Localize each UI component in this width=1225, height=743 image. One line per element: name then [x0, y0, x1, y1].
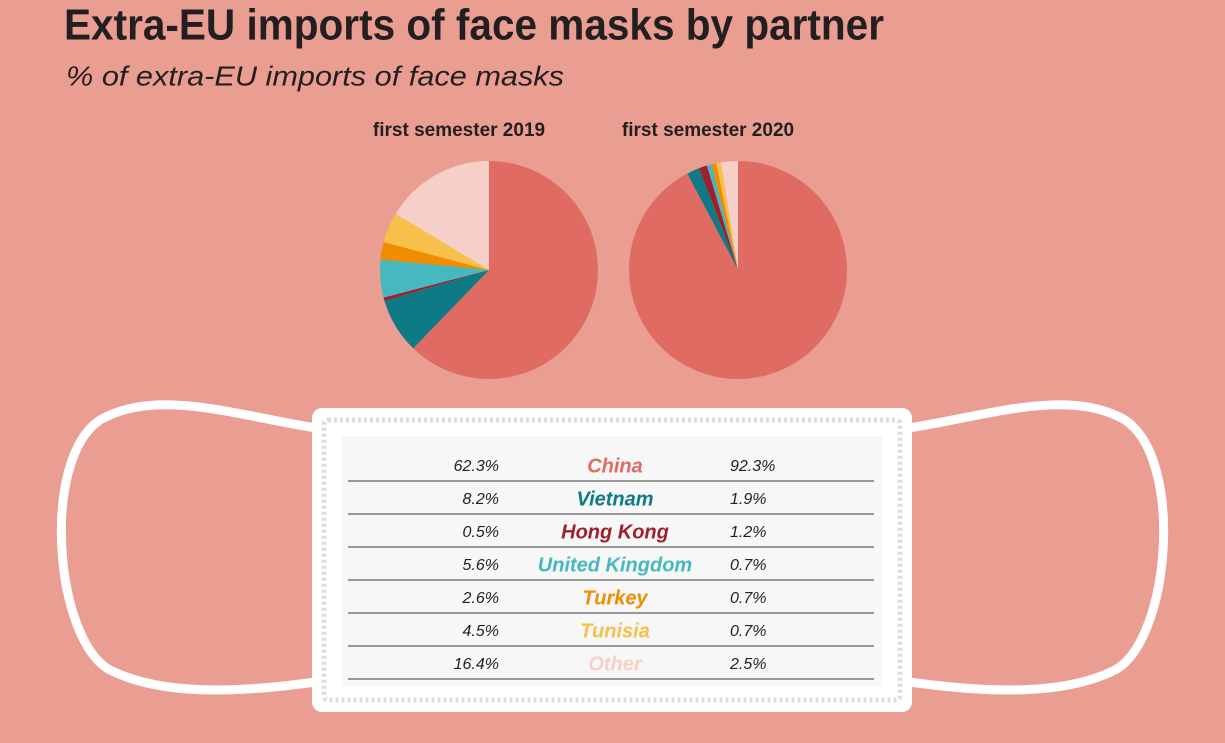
mask-panel — [342, 436, 882, 686]
value-label: 0.5% — [463, 524, 499, 541]
category-label: Hong Kong — [561, 521, 669, 543]
value-label: 0.7% — [730, 623, 766, 640]
pie-slice — [687, 168, 738, 270]
pie-slice — [380, 242, 489, 270]
value-label: 0.7% — [730, 557, 766, 574]
pie-slice — [711, 163, 738, 270]
value-label: 0.7% — [730, 590, 766, 607]
pie-slice — [413, 161, 598, 379]
value-label: 1.9% — [730, 491, 766, 508]
category-label: Tunisia — [580, 620, 650, 642]
value-label: 8.2% — [463, 491, 499, 508]
subtitle: % of extra-EU imports of face masks — [66, 60, 564, 91]
pie-slice — [716, 162, 738, 270]
mask — [56, 400, 1169, 712]
pie-slice — [383, 270, 489, 301]
value-label: 62.3% — [454, 458, 499, 475]
mask-stitching — [321, 417, 903, 703]
title: Extra-EU imports of face masks by partne… — [64, 1, 884, 50]
value-label: 5.6% — [463, 557, 499, 574]
pie-slice — [720, 161, 738, 270]
pie-slice — [384, 270, 489, 349]
value-label: 92.3% — [730, 458, 775, 475]
category-label: United Kingdom — [538, 554, 692, 576]
category-label: Other — [588, 653, 643, 675]
category-label: Turkey — [582, 587, 648, 609]
value-label: 2.6% — [462, 590, 499, 607]
ear-loop — [56, 400, 331, 695]
pie-title: first semester 2019 — [373, 120, 545, 141]
pie-slice — [380, 259, 489, 298]
pie-slice — [699, 165, 738, 270]
value-label: 1.2% — [730, 524, 766, 541]
value-label: 2.5% — [729, 656, 766, 673]
ear-loop — [894, 400, 1169, 695]
value-label: 4.5% — [463, 623, 499, 640]
pie-slice — [706, 164, 738, 270]
category-label: China — [587, 455, 643, 477]
pie-slice — [383, 213, 489, 270]
value-label: 16.4% — [454, 656, 499, 673]
pie-title: first semester 2020 — [622, 120, 794, 141]
pie-slice — [395, 161, 489, 270]
category-label: Vietnam — [576, 488, 653, 510]
